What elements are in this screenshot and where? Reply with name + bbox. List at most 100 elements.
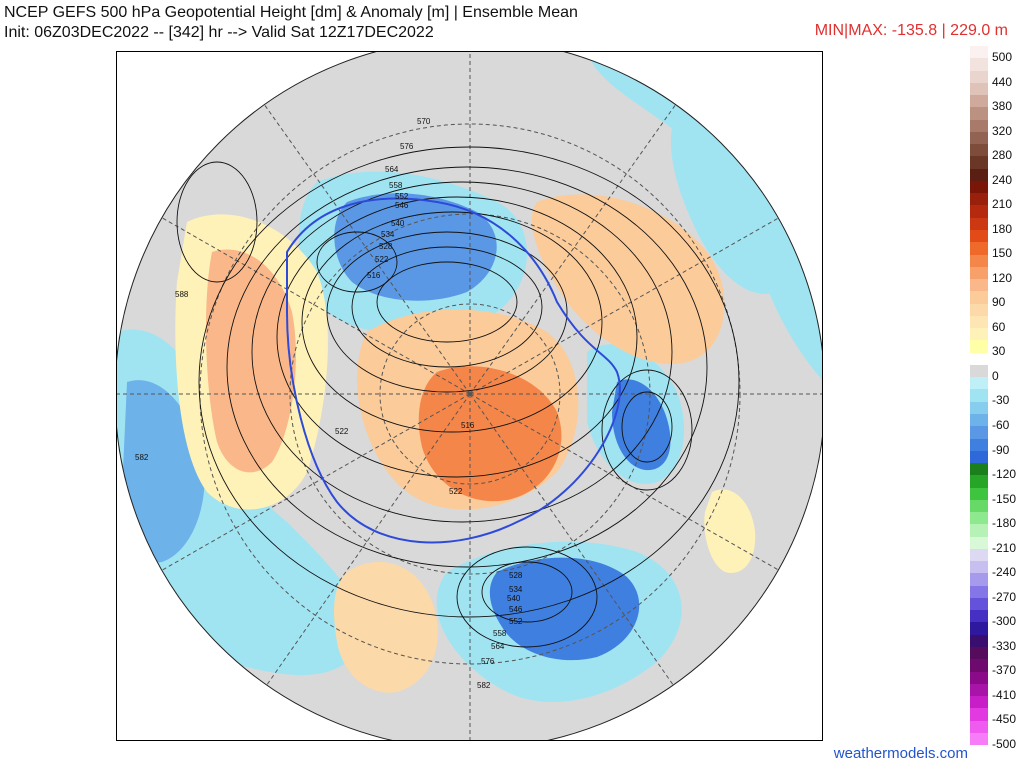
colorbar-row: 240 [970, 168, 1018, 187]
colorbar-swatch [970, 561, 988, 574]
negative-anomaly-core-arctic [334, 193, 497, 301]
colorbar-swatch [970, 82, 988, 96]
colorbar-swatch [970, 548, 988, 562]
colorbar-label: 60 [992, 319, 1006, 334]
contour-label: 588 [175, 290, 189, 299]
colorbar-row: -90 [970, 438, 1018, 457]
colorbar-swatch [970, 377, 988, 390]
colorbar-swatch [970, 647, 988, 660]
colorbar-row: -330 [970, 634, 1018, 653]
colorbar-row: 60 [970, 315, 1018, 334]
contour-label: 558 [389, 181, 403, 190]
colorbar-row: 320 [970, 119, 1018, 138]
colorbar-row: -30 [970, 389, 1018, 407]
colorbar-swatch [970, 524, 988, 537]
colorbar-label: -120 [992, 467, 1017, 482]
colorbar-label: 120 [992, 270, 1013, 285]
colorbar-row [970, 720, 1018, 733]
colorbar-swatch [970, 254, 988, 267]
colorbar-label: 320 [992, 123, 1013, 138]
credit-link[interactable]: weathermodels.com [833, 745, 968, 762]
contour-label: 528 [379, 242, 393, 251]
colorbar-label: -150 [992, 491, 1017, 506]
colorbar-row: -500 [970, 732, 1018, 751]
colorbar-label: 440 [992, 74, 1013, 89]
contour-label: 552 [509, 617, 523, 626]
contour-label: 552 [395, 192, 409, 201]
colorbar-row: -120 [970, 463, 1018, 481]
colorbar-label: -180 [992, 516, 1017, 531]
contour-label-group: 570 576 564 558 552 546 540 534 528 522 … [135, 117, 523, 690]
colorbar-swatch [970, 487, 988, 500]
colorbar-swatch [970, 352, 988, 365]
colorbar-label: 30 [992, 344, 1006, 359]
colorbar-label: -330 [992, 638, 1017, 653]
min-max-readout: MIN|MAX: -135.8 | 229.0 m [814, 22, 1008, 39]
contour-label: 534 [381, 230, 395, 239]
colorbar-label: -300 [992, 614, 1017, 629]
colorbar-row [970, 450, 1018, 464]
colorbar-row: -410 [970, 683, 1018, 702]
colorbar-label: 210 [992, 197, 1013, 212]
colorbar-row: 280 [970, 144, 1018, 162]
colorbar-swatch [970, 364, 988, 378]
contour-label: 528 [509, 571, 523, 580]
colorbar-row [970, 475, 1018, 488]
colorbar-swatch [970, 708, 988, 721]
colorbar-swatch [970, 597, 988, 611]
colorbar-label: -240 [992, 565, 1017, 580]
contour-label: 546 [395, 201, 409, 210]
colorbar-label: -370 [992, 663, 1017, 678]
colorbar-row: 30 [970, 340, 1018, 358]
colorbar-swatch [970, 610, 988, 623]
colorbar-row: -450 [970, 708, 1018, 726]
colorbar-swatch [970, 144, 988, 157]
colorbar-row [970, 303, 1018, 316]
colorbar-row [970, 696, 1018, 709]
positive-anomaly-siberia [531, 194, 725, 364]
colorbar-swatch [970, 46, 988, 59]
colorbar-label: -500 [992, 736, 1017, 751]
colorbar-row: 380 [970, 95, 1018, 113]
colorbar-swatch [970, 696, 988, 709]
contour-label: 522 [375, 255, 389, 264]
colorbar-row [970, 524, 1018, 537]
title-line-2: Init: 06Z03DEC2022 -- [342] hr --> Valid… [4, 24, 434, 41]
contour-label: 540 [507, 594, 521, 603]
colorbar-swatch [970, 119, 988, 132]
colorbar-row: -150 [970, 487, 1018, 506]
colorbar-swatch [970, 671, 988, 684]
contour-label: 516 [461, 421, 475, 430]
colorbar-row [970, 573, 1018, 586]
colorbar-swatch [970, 499, 988, 513]
map-canvas: 570 576 564 558 552 546 540 534 528 522 … [117, 52, 822, 740]
contour-label: 522 [335, 427, 349, 436]
colorbar-swatch [970, 242, 988, 255]
colorbar-row [970, 401, 1018, 414]
colorbar-swatch [970, 217, 988, 230]
highlight-contour-blue [286, 197, 621, 544]
colorbar-row [970, 647, 1018, 660]
colorbar-row [970, 279, 1018, 292]
colorbar-swatch [970, 328, 988, 341]
colorbar-row [970, 352, 1018, 365]
colorbar-swatch [970, 131, 988, 145]
positive-anomaly-northamerica [334, 562, 438, 693]
colorbar-swatch [970, 205, 988, 218]
colorbar-swatch [970, 168, 988, 181]
colorbar-swatch [970, 229, 988, 243]
colorbar-row: -270 [970, 585, 1018, 604]
colorbar-swatch [970, 426, 988, 439]
colorbar-label: 500 [992, 50, 1013, 64]
colorbar-label: -450 [992, 712, 1017, 727]
contour-label: 540 [391, 219, 405, 228]
map-title: NCEP GEFS 500 hPa Geopotential Height [d… [4, 3, 578, 43]
colorbar-label: -30 [992, 393, 1010, 408]
colorbar-row [970, 205, 1018, 218]
colorbar-row [970, 131, 1018, 145]
colorbar-swatch [970, 107, 988, 120]
colorbar-swatch [970, 573, 988, 586]
positive-anomaly-africa [704, 489, 756, 573]
positive-anomaly-greenland-mid [418, 366, 562, 502]
contour-label: 582 [135, 453, 149, 462]
